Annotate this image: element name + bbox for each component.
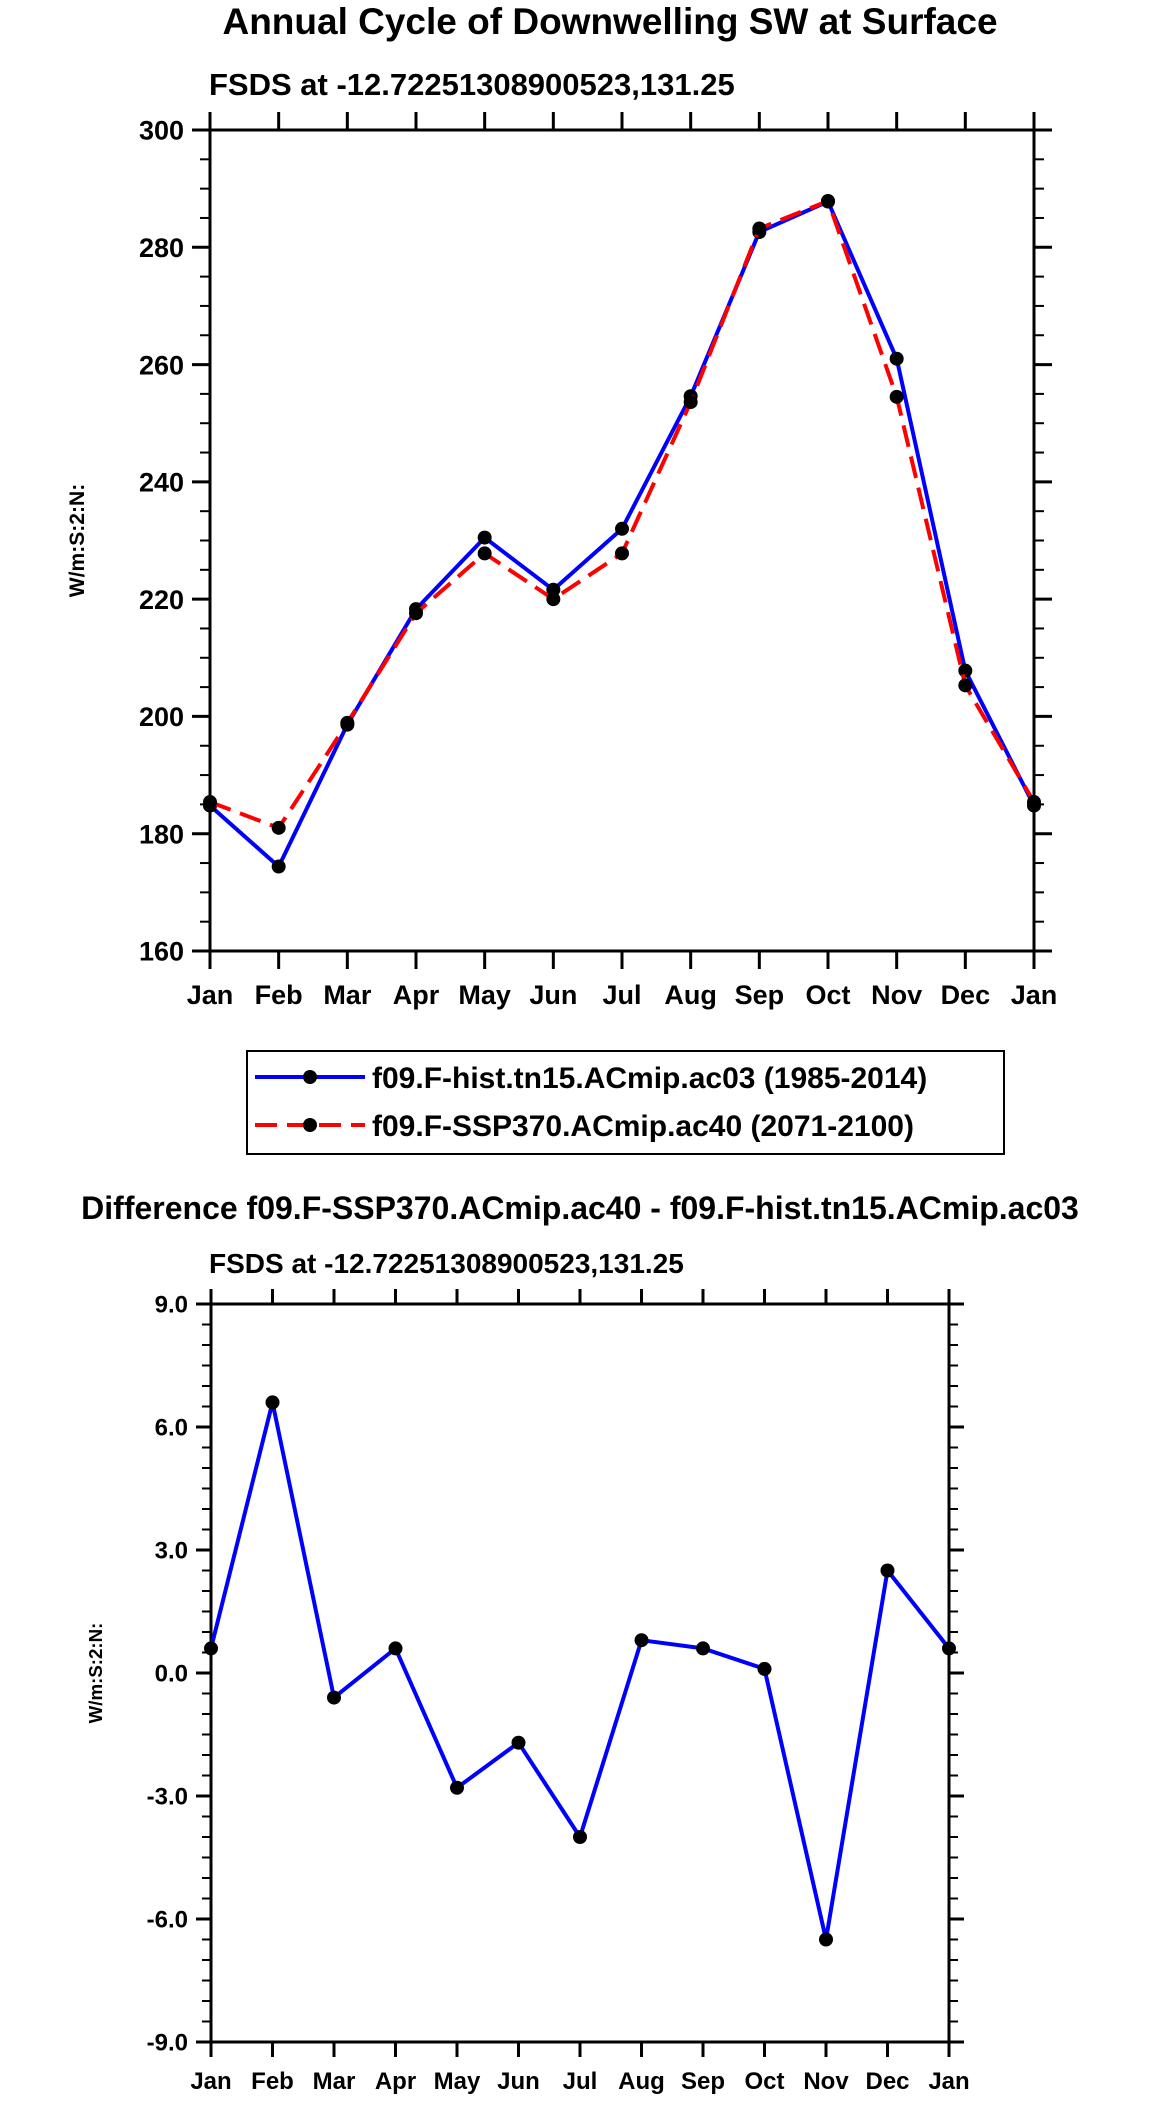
y-tick-label: 300 [139, 116, 184, 146]
chart2-title: Difference f09.F-SSP370.ACmip.ac40 - f09… [81, 1190, 1079, 1226]
y-tick-label: -6.0 [147, 1907, 188, 1934]
legend-marker-1 [303, 1070, 317, 1084]
series-1-point [889, 351, 904, 366]
y-tick-label: 160 [139, 937, 184, 967]
chart1-legend: f09.F-hist.tn15.ACmip.ac03 (1985-2014) f0… [246, 1050, 1005, 1155]
x-tick-label: Apr [393, 980, 440, 1010]
chart2-plot: -9.0 -6.0 -3.0 0.0 3.0 6.0 9.0 Jan Feb Mar Apr May J… [85, 1289, 970, 2095]
x-tick-label: Mar [313, 2068, 356, 2095]
x-tick-label: Oct [805, 980, 850, 1010]
series-1-point [615, 521, 629, 536]
x-tick-label: Nov [803, 2068, 849, 2095]
series-1-point [477, 530, 492, 545]
x-tick-label: Apr [375, 2068, 416, 2095]
y-tick-label: 9.0 [155, 1292, 188, 1319]
x-tick-label: Mar [323, 980, 372, 1010]
series-1-point [942, 1641, 956, 1656]
series-1-point [204, 1641, 218, 1656]
series-2-point [271, 820, 286, 835]
y-tick-label: 180 [139, 819, 184, 849]
y-tick-label: 260 [139, 350, 184, 380]
y-axis-label: W/m:S:2:N: [66, 484, 89, 597]
series-2-point [409, 606, 423, 621]
x-tick-label: Sep [681, 2068, 725, 2095]
series-2-point [958, 678, 973, 693]
series-1-point [388, 1641, 403, 1656]
legend-label-1: f09.F-hist.tn15.ACmip.ac03 (1985-2014) [372, 1062, 927, 1095]
x-tick-label: Dec [941, 980, 991, 1010]
x-tick-label: Jan [187, 980, 234, 1010]
series-1-point [511, 1735, 526, 1750]
series-2-point [821, 193, 835, 208]
x-tick-label: Feb [251, 2068, 294, 2095]
x-tick-label: Jan [190, 2068, 231, 2095]
series-line-2 [209, 199, 1036, 830]
series-2-point [683, 395, 698, 410]
x-tick-label: Jul [602, 980, 641, 1010]
chart1-title: Annual Cycle of Downwelling SW at Surfac… [222, 1, 997, 42]
series-2-point [340, 715, 355, 730]
x-tick-label: Aug [664, 980, 716, 1010]
series-1-point [696, 1641, 710, 1656]
x-tick-label: Feb [255, 980, 303, 1010]
x-tick-label: Jan [1011, 980, 1058, 1010]
x-tick-label: Nov [871, 980, 922, 1010]
series-2-point [889, 389, 904, 404]
y-tick-label: 6.0 [155, 1415, 188, 1442]
series-line-1 [209, 1400, 951, 1942]
series-1-point [573, 1830, 587, 1844]
series-1-point [958, 663, 973, 678]
x-tick-label: Jun [529, 980, 577, 1010]
x-tick-label: Sep [735, 980, 785, 1010]
y-tick-label: 0.0 [155, 1661, 188, 1688]
chart2-subtitle: FSDS at -12.72251308900523,131.25 [209, 1248, 684, 1279]
plot-frame [209, 1302, 951, 2044]
y-tick-label: 3.0 [155, 1538, 188, 1565]
y-tick-label: 200 [139, 702, 184, 732]
y-tick-label: 220 [139, 585, 184, 615]
y-tick-label: -9.0 [147, 2030, 188, 2057]
legend-box [246, 1050, 1005, 1155]
x-tick-label: Aug [618, 2068, 665, 2095]
y-tick-label: -3.0 [147, 1784, 188, 1811]
y-tick-label: 240 [139, 468, 184, 498]
chart1-subtitle: FSDS at -12.72251308900523,131.25 [209, 67, 735, 102]
series-2-point [477, 546, 492, 561]
series-1-point [450, 1780, 464, 1795]
x-tick-label: Jun [497, 2068, 540, 2095]
series-2-point [752, 221, 767, 236]
x-tick-label: Dec [865, 2068, 909, 2095]
x-tick-label: Jan [928, 2068, 969, 2095]
x-tick-label: Oct [744, 2068, 784, 2095]
series-1-point [880, 1563, 895, 1578]
series-1-point [327, 1690, 341, 1705]
series-1-point [757, 1661, 772, 1676]
plot-frame [208, 128, 1036, 953]
chart1-plot: 160 180 200 220 240 260 280 300 Jan Feb Mar Apr May J… [66, 112, 1057, 1010]
x-tick-label: May [434, 2068, 481, 2095]
series-2-point [615, 546, 629, 561]
y-axis-label: W/m:S:2:N: [85, 1623, 106, 1724]
series-2-point [203, 795, 217, 810]
series-2-point [546, 592, 561, 607]
x-tick-label: Jul [563, 2068, 598, 2095]
series-1-point [819, 1932, 833, 1947]
y-tick-label: 280 [139, 233, 184, 263]
series-1-point [634, 1633, 649, 1648]
series-2-point [1027, 795, 1041, 810]
x-tick-label: May [458, 980, 511, 1010]
legend-label-2: f09.F-SSP370.ACmip.ac40 (2071-2100) [372, 1110, 914, 1143]
series-1-point [271, 859, 286, 874]
legend-marker-2 [303, 1118, 317, 1132]
series-1-point [265, 1395, 280, 1410]
